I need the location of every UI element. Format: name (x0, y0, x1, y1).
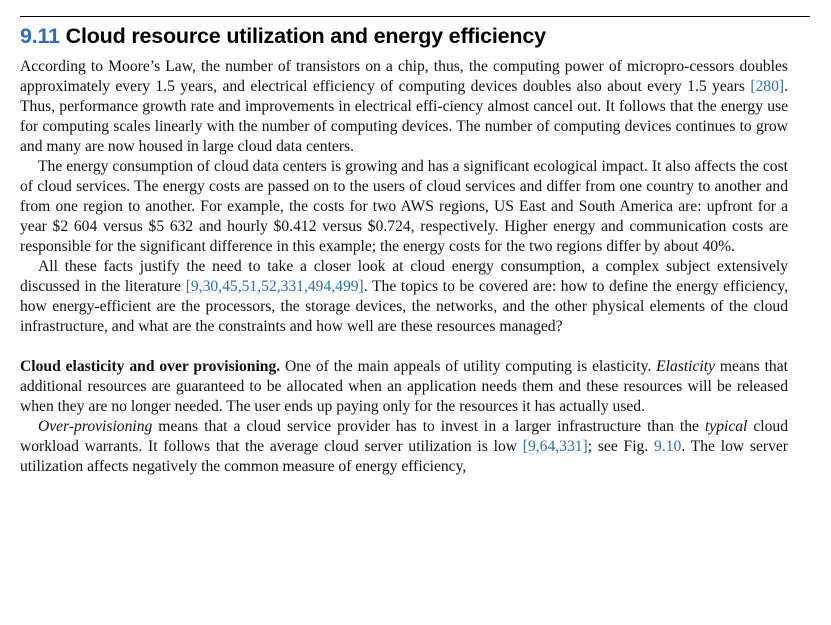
paragraph-4: Cloud elasticity and over provisioning. … (20, 357, 788, 417)
citation-list-2[interactable]: [9,64,331] (522, 438, 588, 455)
para5-text3: ; see Fig. (587, 438, 655, 455)
paragraph-gap (20, 337, 788, 357)
para5-text1: means that a cloud service provider has … (152, 418, 705, 435)
para1-text1: According to Moore’s Law, the number of … (20, 58, 788, 95)
figure-reference[interactable]: 9.10 (654, 438, 682, 455)
section-heading: 9.11 Cloud resource utilization and ener… (20, 24, 810, 49)
para4-text2: means that additional resources are guar… (20, 358, 788, 415)
para3-text2: . The topics to be covered are: how to d… (20, 278, 788, 335)
body-text: According to Moore’s Law, the number of … (20, 57, 788, 477)
para5-text2: cloud workload warrants. It follows that… (20, 418, 788, 455)
para3-text1: All these facts justify the need to take… (20, 258, 788, 295)
para1-text2: . Thus, performance growth rate and impr… (20, 78, 788, 155)
paragraph-3: All these facts justify the need to take… (20, 257, 788, 337)
paragraph-1: According to Moore’s Law, the number of … (20, 57, 788, 157)
para5-text4: . The low server utilization affects neg… (20, 438, 789, 475)
paragraph-2: The energy consumption of cloud data cen… (20, 158, 788, 255)
top-rule (20, 16, 810, 17)
section-title: Cloud resource utilization and energy ef… (65, 24, 546, 48)
citation-280[interactable]: [280] (750, 78, 785, 95)
para5-em1: Over-provisioning (38, 418, 153, 435)
para5-em2: typical (704, 418, 748, 435)
para4-text1: One of the main appeals of utility compu… (280, 358, 657, 375)
para4-em1: Elasticity (656, 358, 716, 375)
citation-list[interactable]: [9,30,45,51,52,331,494,499] (185, 278, 364, 295)
paragraph-5: Over-provisioning means that a cloud ser… (20, 417, 788, 477)
section-number: 9.11 (20, 24, 60, 48)
runin-heading: Cloud elasticity and over provisioning. (20, 358, 281, 375)
